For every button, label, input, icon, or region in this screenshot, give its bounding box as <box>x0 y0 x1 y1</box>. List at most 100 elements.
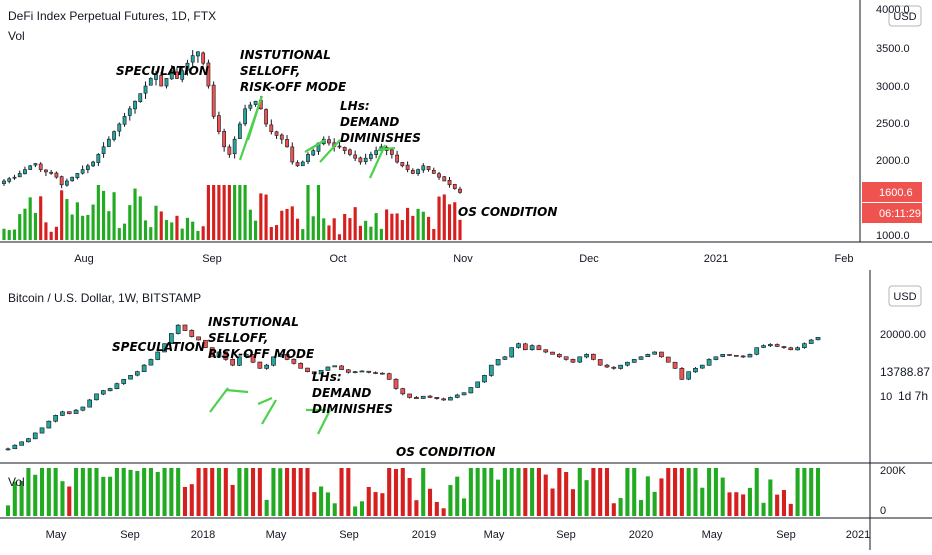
top-candle <box>211 84 216 117</box>
top-currency-label[interactable]: USD <box>893 11 916 23</box>
top-volume-bar <box>75 202 79 240</box>
top-candle <box>437 173 441 178</box>
bottom-candle <box>264 364 269 369</box>
bottom-volume-bar <box>679 468 684 516</box>
top-annotation-lines <box>238 95 396 179</box>
bottom-volume-bar <box>353 506 358 516</box>
bottom-volume-bar <box>319 486 324 516</box>
bottom-volume-bar <box>244 468 249 516</box>
bottom-candle <box>699 364 705 369</box>
bottom-candle <box>189 330 195 337</box>
bottom-chart-title: Bitcoin / U.S. Dollar, 1W, BITSTAMP <box>8 291 201 305</box>
bottom-candle <box>659 351 664 358</box>
top-volume-bar <box>437 196 441 240</box>
top-volume-bar <box>96 185 100 240</box>
top-volume-bar <box>112 192 116 240</box>
bottom-annot-speculation: SPECULATION <box>112 340 205 354</box>
bottom-candle <box>94 393 99 401</box>
top-volume-bar <box>102 190 106 240</box>
top-volume-bar <box>217 185 221 240</box>
bottom-volume-bar <box>434 501 439 516</box>
bottom-volume-bar <box>795 468 800 516</box>
bottom-volume-bar <box>135 471 140 516</box>
bottom-candle <box>781 346 787 348</box>
top-volume-bar <box>164 219 169 240</box>
bottom-candle <box>311 371 317 375</box>
top-volume-bar <box>60 190 64 240</box>
top-volume-bar <box>206 185 210 240</box>
bottom-currency-button-frame[interactable] <box>888 285 922 307</box>
top-volume-bar <box>138 196 142 240</box>
bottom-candle <box>536 345 542 351</box>
bottom-candle <box>516 343 521 348</box>
top-volume-bar <box>421 211 425 240</box>
top-volume-bar <box>238 185 242 240</box>
top-volume-bar <box>447 204 452 240</box>
bottom-volume-bar <box>359 501 364 516</box>
top-annot-speculation: SPECULATION <box>116 64 209 78</box>
bottom-volume-bar <box>291 468 296 516</box>
top-volume-bar <box>70 214 74 240</box>
bottom-trend-stroke <box>261 399 277 425</box>
bottom-volume-bar <box>618 498 623 516</box>
bottom-currency-label[interactable]: USD <box>893 291 916 303</box>
bottom-volume-bar <box>713 468 718 516</box>
bottom-candle <box>128 375 133 380</box>
bottom-volume-bar <box>584 480 589 516</box>
bottom-volume-bar <box>502 468 507 516</box>
bottom-currency-button[interactable]: USD <box>888 285 922 307</box>
bottom-candle <box>808 339 814 344</box>
top-volume-bar <box>416 208 420 240</box>
top-volume-bar <box>33 212 38 240</box>
top-candle <box>311 150 316 156</box>
bottom-volume-bar <box>591 468 596 516</box>
top-volume-bar <box>91 204 95 240</box>
bottom-volume-bar <box>462 498 467 516</box>
bottom-candle <box>706 359 712 366</box>
top-currency-button-frame[interactable] <box>888 5 922 27</box>
top-volume-bar <box>185 217 190 240</box>
bottom-candle <box>522 343 528 351</box>
bottom-candle <box>223 351 229 360</box>
bottom-candle <box>557 353 562 358</box>
top-currency-button[interactable]: USD <box>888 5 922 27</box>
top-volume-bar <box>196 230 200 240</box>
bottom-volume-bar <box>203 468 208 516</box>
bottom-candle <box>550 351 555 355</box>
bottom-candle <box>203 339 208 348</box>
top-candle <box>91 161 95 167</box>
bottom-candle <box>754 347 760 355</box>
bottom-volume-bar <box>802 468 807 516</box>
top-volume-bar <box>285 208 289 240</box>
bottom-candle <box>720 354 726 357</box>
top-candle <box>348 149 352 155</box>
bottom-volume-bar <box>414 500 419 516</box>
bottom-candle <box>815 337 821 341</box>
bottom-volume-bar <box>60 481 65 516</box>
bottom-volume-bar <box>80 468 85 516</box>
bottom-volume-bar <box>400 468 405 516</box>
top-volume-bar <box>348 218 352 240</box>
bottom-volume-bar <box>339 468 344 516</box>
bottom-candle <box>155 351 161 360</box>
bottom-volume-bar <box>632 468 637 516</box>
bottom-volume-bar <box>754 468 759 516</box>
bottom-candle <box>747 354 753 358</box>
bottom-candle <box>420 395 426 399</box>
top-volume-bar <box>133 188 137 240</box>
top-last-price: 1600.6 <box>879 187 913 199</box>
top-candle <box>196 51 200 57</box>
bottom-volume-bar <box>148 468 153 516</box>
bottom-volume-bar <box>536 468 541 516</box>
bottom-volume-bar <box>598 468 603 516</box>
top-xtick: Dec <box>579 253 599 265</box>
bottom-volume-bar <box>543 474 548 516</box>
bottom-candle <box>100 390 106 395</box>
bottom-candle <box>230 358 235 366</box>
top-countdown: 06:11:29 <box>879 208 921 220</box>
top-volume-bar <box>379 228 383 240</box>
bottom-candle <box>284 354 290 360</box>
top-volume-bar <box>2 228 6 240</box>
bottom-volume-bar <box>74 468 79 516</box>
